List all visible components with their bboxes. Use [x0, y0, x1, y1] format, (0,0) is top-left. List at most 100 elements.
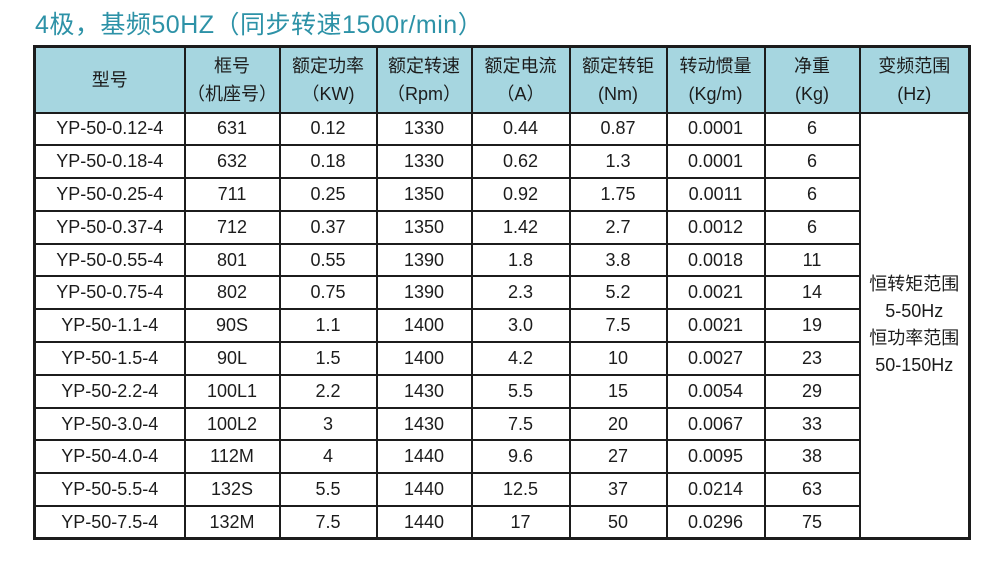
table-row: YP-50-0.55-4 801 0.55 1390 1.8 3.8 0.001…	[33, 242, 970, 278]
column-header-label: 净重	[794, 55, 830, 76]
table-row: YP-50-1.5-4 90L 1.5 1400 4.2 10 0.0027 2…	[33, 341, 970, 376]
cell-current: 0.92	[470, 177, 571, 212]
cell-torque: 27	[568, 439, 668, 475]
cell-torque: 2.7	[568, 209, 668, 245]
cell-power: 0.75	[278, 275, 378, 311]
cell-power: 4	[278, 439, 378, 475]
column-header-unit: (Hz)	[897, 83, 932, 104]
cell-model: YP-50-0.37-4	[33, 209, 186, 245]
cell-speed: 1440	[375, 505, 473, 540]
cell-frame: 801	[183, 242, 281, 278]
cell-frame: 132M	[183, 505, 281, 540]
cell-frame: 100L1	[183, 373, 281, 409]
cell-inertia: 0.0095	[665, 439, 766, 475]
motor-spec-table: 型号 框号 （机座号） 额定功率 （KW) 额定转速 （Rpm） 额定电流 （A…	[33, 45, 971, 541]
cell-weight: 29	[763, 373, 861, 409]
cell-speed: 1350	[375, 209, 473, 245]
column-header-unit: (Kg)	[794, 83, 829, 104]
freq-range-line: 50-150Hz	[875, 355, 954, 376]
cell-speed: 1330	[375, 111, 473, 147]
cell-weight: 19	[763, 308, 861, 344]
cell-frame: 132S	[183, 472, 281, 508]
page-title: 4极，基频50HZ（同步转速1500r/min）	[35, 11, 484, 39]
cell-torque: 20	[568, 406, 668, 442]
freq-range-line: 恒转矩范围	[869, 274, 960, 295]
cell-current: 3.0	[470, 308, 571, 344]
column-header-label: 额定转钜	[582, 55, 654, 76]
cell-torque: 37	[568, 472, 668, 508]
cell-power: 0.37	[278, 209, 378, 245]
column-header-unit: (Nm)	[598, 83, 638, 104]
cell-speed: 1430	[375, 373, 473, 409]
cell-inertia: 0.0054	[665, 373, 766, 409]
cell-current: 12.5	[470, 472, 571, 508]
column-header-frequency-range: 变频范围 (Hz)	[858, 45, 971, 114]
cell-model: YP-50-0.18-4	[33, 144, 186, 180]
column-header-label: 转动惯量	[679, 55, 752, 76]
cell-frame: 90L	[183, 341, 281, 376]
cell-model: YP-50-7.5-4	[33, 505, 186, 540]
cell-inertia: 0.0001	[665, 144, 766, 180]
cell-torque: 7.5	[568, 308, 668, 344]
cell-speed: 1400	[375, 341, 473, 376]
cell-speed: 1440	[375, 472, 473, 508]
cell-inertia: 0.0021	[665, 308, 766, 344]
cell-weight: 6	[763, 111, 861, 147]
table-row: YP-50-5.5-4 132S 5.5 1440 12.5 37 0.0214…	[33, 472, 970, 508]
cell-weight: 23	[763, 341, 861, 376]
cell-current: 0.44	[470, 111, 571, 147]
cell-model: YP-50-1.1-4	[33, 308, 186, 344]
cell-weight: 33	[763, 406, 861, 442]
cell-current: 0.62	[470, 144, 571, 180]
cell-power: 2.2	[278, 373, 378, 409]
cell-current: 7.5	[470, 406, 571, 442]
table-row: YP-50-1.1-4 90S 1.1 1400 3.0 7.5 0.0021 …	[33, 308, 970, 344]
cell-model: YP-50-0.55-4	[33, 242, 186, 278]
cell-model: YP-50-4.0-4	[33, 439, 186, 475]
cell-power: 3	[278, 406, 378, 442]
cell-weight: 6	[763, 209, 861, 245]
cell-speed: 1430	[375, 406, 473, 442]
column-header-unit: （A）	[496, 83, 545, 104]
column-header-rated-torque: 额定转钜 (Nm)	[568, 45, 668, 114]
cell-torque: 15	[568, 373, 668, 409]
cell-power: 5.5	[278, 472, 378, 508]
cell-frame: 90S	[183, 308, 281, 344]
column-header-label: 额定电流	[484, 55, 557, 76]
table-row: YP-50-4.0-4 112M 4 1440 9.6 27 0.0095 38	[33, 439, 970, 475]
cell-current: 4.2	[470, 341, 571, 376]
column-header-label: 额定转速	[388, 55, 460, 76]
cell-torque: 50	[568, 505, 668, 540]
cell-frame: 100L2	[183, 406, 281, 442]
cell-inertia: 0.0018	[665, 242, 766, 278]
cell-torque: 1.3	[568, 144, 668, 180]
column-header-label: 额定功率	[292, 55, 364, 76]
cell-frame: 802	[183, 275, 281, 311]
column-header-label: 变频范围	[878, 55, 951, 76]
cell-inertia: 0.0214	[665, 472, 766, 508]
cell-current: 1.8	[470, 242, 571, 278]
freq-range-line: 恒功率范围	[869, 328, 960, 349]
cell-frame: 112M	[183, 439, 281, 475]
freq-range-line: 5-50Hz	[885, 301, 944, 322]
cell-inertia: 0.0067	[665, 406, 766, 442]
table-row: YP-50-0.25-4 711 0.25 1350 0.92 1.75 0.0…	[33, 177, 970, 212]
cell-weight: 38	[763, 439, 861, 475]
cell-speed: 1440	[375, 439, 473, 475]
table-row: YP-50-7.5-4 132M 7.5 1440 17 50 0.0296 7…	[33, 505, 970, 540]
cell-model: YP-50-0.25-4	[33, 177, 186, 212]
cell-current: 9.6	[470, 439, 571, 475]
column-header-rated-speed: 额定转速 （Rpm）	[375, 45, 473, 114]
column-header-label: 框号	[214, 55, 250, 76]
table-row: YP-50-2.2-4 100L1 2.2 1430 5.5 15 0.0054…	[33, 373, 970, 409]
column-header-rated-power: 额定功率 （KW)	[278, 45, 378, 114]
cell-speed: 1350	[375, 177, 473, 212]
cell-frame: 712	[183, 209, 281, 245]
table-row: YP-50-0.37-4 712 0.37 1350 1.42 2.7 0.00…	[33, 209, 970, 245]
cell-weight: 14	[763, 275, 861, 311]
cell-power: 0.18	[278, 144, 378, 180]
cell-weight: 63	[763, 472, 861, 508]
table-row: YP-50-0.12-4 631 0.12 1330 0.44 0.87 0.0…	[33, 111, 971, 540]
cell-current: 5.5	[470, 373, 571, 409]
cell-speed: 1400	[375, 308, 473, 344]
